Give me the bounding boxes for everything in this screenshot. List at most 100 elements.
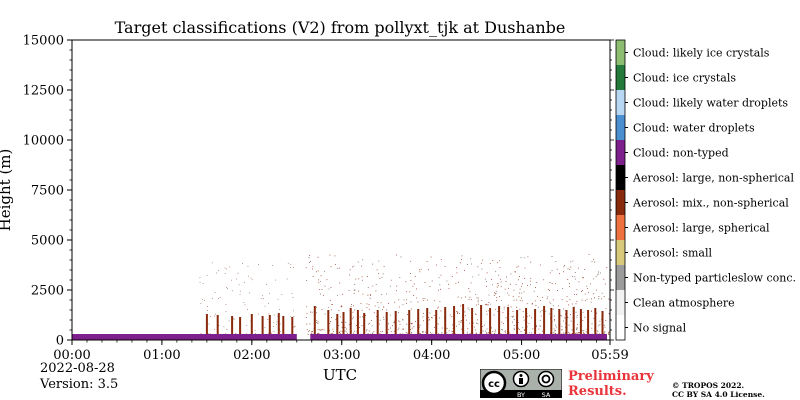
speckle-point [367,276,368,277]
speckle-point [339,331,340,333]
speckle-point [494,293,496,295]
speckle-point [328,306,330,308]
speckle-point [529,332,531,334]
speckle-point [591,310,592,312]
speckle-point [604,283,606,285]
speckle-point [321,289,323,290]
speckle-point [431,317,432,318]
speckle-point [496,262,498,264]
speckle-point [406,302,407,304]
speckle-point [439,284,441,286]
speckle-point [465,315,466,317]
speckle-point [570,320,572,322]
speckle-point [310,311,311,313]
speckle-point [477,297,479,299]
speckle-point [561,299,563,301]
speckle-point [500,281,502,283]
speckle-point [374,305,376,307]
speckle-point [440,274,442,276]
speckle-point [574,276,576,278]
x-tick-label: 05:59 [591,348,628,363]
speckle-point [320,281,321,282]
aerosol-column [558,309,561,340]
speckle-point [561,329,563,331]
speckle-point [477,299,479,301]
speckle-point [218,298,219,299]
speckle-point [509,332,511,334]
speckle-point [393,330,395,332]
speckle-point [348,323,350,325]
speckle-point [504,331,506,333]
speckle-point [416,288,417,290]
speckle-point [576,332,578,334]
speckle-point [503,306,505,308]
speckle-point [596,289,597,291]
speckle-point [420,333,421,335]
speckle-point [460,322,462,323]
speckle-point [500,333,502,334]
speckle-point [273,321,275,323]
speckle-point [373,331,375,333]
speckle-point [332,331,334,332]
speckle-point [317,329,319,330]
speckle-point [293,310,294,312]
aerosol-column [579,309,582,340]
speckle-point [605,308,607,310]
speckle-point [316,320,318,321]
speckle-point [340,316,341,318]
speckle-point [541,310,543,311]
colorbar-label: Cloud: ice crystals [633,72,736,85]
speckle-point [603,324,605,326]
speckle-point [410,260,412,262]
speckle-point [403,328,404,330]
speckle-point [311,333,313,334]
speckle-point [491,327,492,329]
speckle-point [448,330,450,332]
colorbar-segment [616,165,625,190]
speckle-point [512,311,514,312]
speckle-point [324,313,326,315]
speckle-point [499,296,500,297]
speckle-point [523,316,524,318]
speckle-point [339,267,341,269]
speckle-point [255,333,256,334]
speckle-point [419,324,421,326]
speckle-point [308,257,310,259]
speckle-point [467,307,469,309]
speckle-point [488,310,490,312]
speckle-point [341,305,343,307]
speckle-point [540,315,542,317]
speckle-point [513,299,515,301]
speckle-point [207,310,208,311]
speckle-point [438,306,439,308]
speckle-point [219,297,221,298]
speckle-point [331,317,332,318]
speckle-point [468,309,470,311]
speckle-point [451,331,453,333]
speckle-point [493,295,495,296]
sa-icon-arc [541,374,551,384]
speckle-point [467,264,468,265]
speckle-point [345,321,347,323]
speckle-point [549,282,551,283]
speckle-point [235,333,236,334]
speckle-point [438,277,440,279]
x-axis-label: UTC [323,366,357,384]
speckle-point [452,327,454,329]
speckle-point [477,323,479,325]
speckle-point [352,266,353,268]
colorbar-label: Clean atmosphere [633,297,735,310]
speckle-point [276,323,277,325]
speckle-point [582,320,584,321]
speckle-point [225,333,227,335]
aerosol-column [268,315,271,340]
speckle-point [424,282,426,283]
speckle-point [247,309,248,310]
speckle-point [225,304,227,305]
speckle-point [393,322,395,324]
speckle-point [499,260,500,262]
y-tick-label: 5000 [31,234,64,249]
speckle-point [413,295,414,296]
speckle-point [354,330,355,332]
speckle-point [279,309,280,310]
